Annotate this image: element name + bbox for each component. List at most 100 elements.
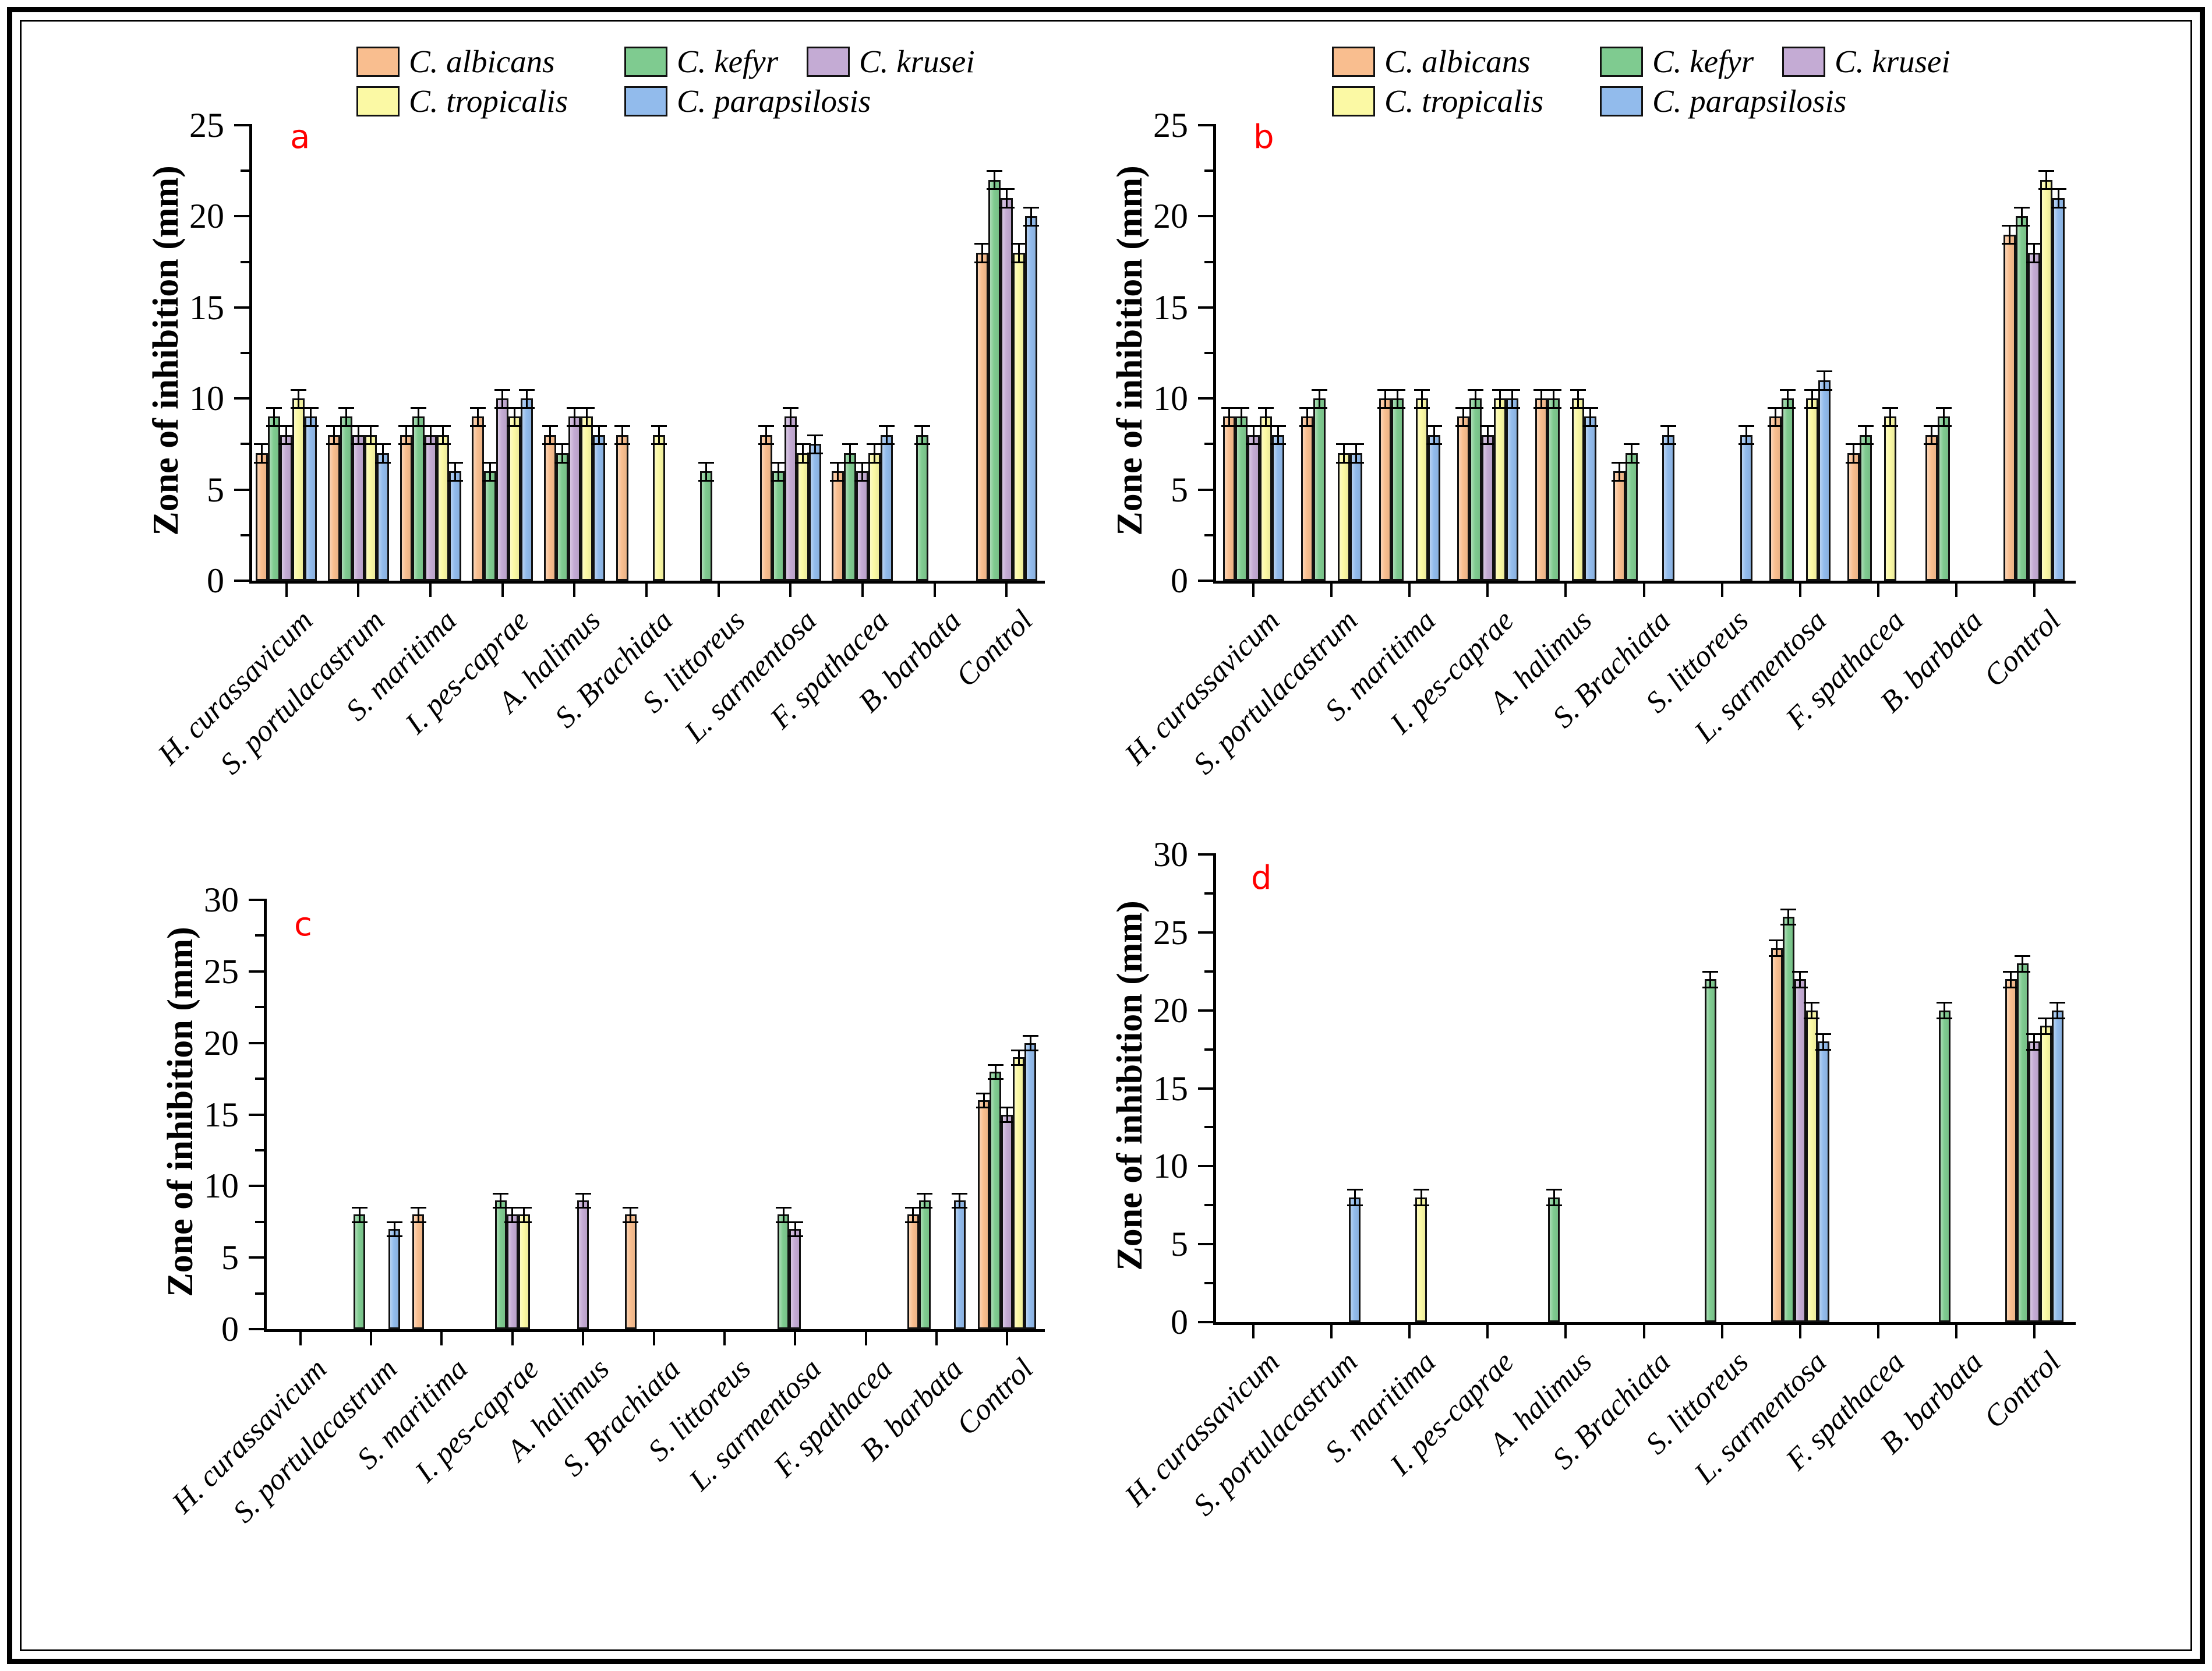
- error-bar-cap: [1413, 1204, 1429, 1207]
- error-bar: [1277, 426, 1279, 444]
- error-bar: [285, 426, 288, 444]
- x-tick: [789, 583, 792, 597]
- y-tick-label: 0: [221, 1310, 239, 1348]
- bar-c-parapsilosis: [1662, 434, 1674, 581]
- error-bar-cap: [1377, 388, 1393, 391]
- legend-label: C. krusei: [859, 44, 975, 79]
- error-bar-cap: [1270, 425, 1286, 428]
- error-bar: [765, 426, 767, 444]
- error-bar-cap: [1348, 443, 1364, 446]
- error-bar-cap: [1738, 425, 1755, 428]
- y-tick-label: 10: [189, 379, 224, 418]
- bar-c-kefyr: [484, 471, 497, 581]
- error-bar-cap: [386, 1235, 402, 1238]
- error-bar: [814, 434, 816, 454]
- bar-c-kefyr: [340, 416, 352, 581]
- error-bar-cap: [362, 425, 379, 428]
- error-bar-cap: [575, 1192, 591, 1195]
- error-bar-cap: [794, 443, 811, 446]
- y-major-tick: [249, 1328, 264, 1330]
- error-bar-cap: [374, 443, 391, 446]
- error-bar: [1396, 389, 1398, 408]
- y-tick-label: 20: [204, 1023, 239, 1062]
- y-major-tick: [234, 306, 249, 309]
- y-minor-tick: [1204, 970, 1213, 973]
- x-tick: [1486, 583, 1489, 597]
- x-axis-line: [1213, 581, 2076, 584]
- error-bar: [2045, 1018, 2047, 1034]
- error-bar: [1030, 207, 1032, 226]
- x-tick: [1955, 1324, 1957, 1338]
- bar-c-albicans: [1771, 948, 1783, 1322]
- error-bar-cap: [879, 425, 895, 428]
- error-bar: [794, 1221, 796, 1237]
- error-bar-cap: [1612, 461, 1627, 464]
- error-bar-cap: [782, 425, 798, 428]
- error-bar-cap: [1804, 1018, 1820, 1020]
- bar-c-albicans: [832, 471, 844, 581]
- y-tick-label: 0: [1171, 1303, 1188, 1341]
- bar-c-albicans: [978, 1100, 990, 1329]
- error-bar-cap: [986, 188, 1002, 190]
- error-bar: [381, 444, 384, 462]
- error-bar-cap: [1792, 970, 1808, 973]
- legend-label: C. kefyr: [1652, 44, 1754, 79]
- error-bar-cap: [504, 1207, 521, 1209]
- error-bar-cap: [542, 425, 558, 428]
- error-bar-cap: [952, 1207, 968, 1209]
- legend-label: C. parapsilosis: [677, 83, 871, 119]
- x-tick: [645, 583, 648, 597]
- bar-c-albicans: [907, 1214, 919, 1329]
- error-bar: [1745, 426, 1748, 444]
- bar-c-krusei: [577, 1200, 589, 1329]
- y-major-tick: [249, 970, 264, 973]
- error-bar: [500, 1193, 502, 1208]
- error-bar-cap: [1221, 425, 1237, 428]
- bar-c-parapsilosis: [376, 453, 389, 581]
- bar-c-tropicalis: [292, 398, 305, 581]
- error-bar: [417, 407, 419, 426]
- error-bar-cap: [1817, 388, 1833, 391]
- bar-c-krusei: [1001, 1114, 1013, 1329]
- error-bar-cap: [2002, 243, 2018, 245]
- panel-letter-b: b: [1253, 118, 1274, 156]
- legend-swatch-c-parapsilosis: [624, 86, 667, 116]
- error-bar: [959, 1193, 961, 1208]
- error-bar-cap: [614, 425, 630, 428]
- error-bar-cap: [338, 425, 354, 428]
- x-tick: [573, 583, 576, 597]
- error-bar-cap: [1455, 407, 1471, 409]
- error-bar: [924, 1193, 926, 1208]
- error-bar: [1775, 407, 1777, 426]
- error-bar-cap: [493, 1207, 509, 1209]
- panel-letter-c: c: [294, 906, 312, 944]
- error-bar: [357, 426, 359, 444]
- legend-swatch-c-tropicalis: [356, 86, 400, 116]
- error-bar-cap: [1022, 1049, 1038, 1051]
- error-bar-cap: [2015, 970, 2031, 973]
- figure-outer-frame: [7, 7, 2205, 1664]
- bar-c-kefyr: [2016, 216, 2029, 581]
- bar-c-krusei: [789, 1229, 801, 1329]
- y-tick-label: 0: [1171, 561, 1188, 600]
- error-bar-cap: [1858, 443, 1874, 446]
- x-tick: [864, 1331, 867, 1345]
- error-bar-cap: [879, 443, 895, 446]
- y-major-tick: [1198, 1165, 1213, 1168]
- error-bar: [1824, 371, 1826, 390]
- bar-c-krusei: [784, 416, 797, 581]
- error-bar-cap: [447, 461, 463, 464]
- bar-c-parapsilosis: [1024, 216, 1037, 581]
- legend-swatch-c-kefyr: [624, 47, 667, 77]
- x-tick: [1252, 583, 1255, 597]
- bar-c-kefyr: [772, 471, 785, 581]
- legend-label: C. kefyr: [677, 44, 779, 79]
- error-bar-cap: [854, 461, 871, 464]
- bar-c-albicans: [1925, 434, 1938, 581]
- error-bar-cap: [917, 1207, 933, 1209]
- bar-c-albicans: [472, 416, 485, 581]
- error-bar: [298, 389, 300, 408]
- error-bar-cap: [422, 443, 439, 446]
- bar-c-kefyr: [412, 416, 425, 581]
- error-bar-cap: [1299, 425, 1315, 428]
